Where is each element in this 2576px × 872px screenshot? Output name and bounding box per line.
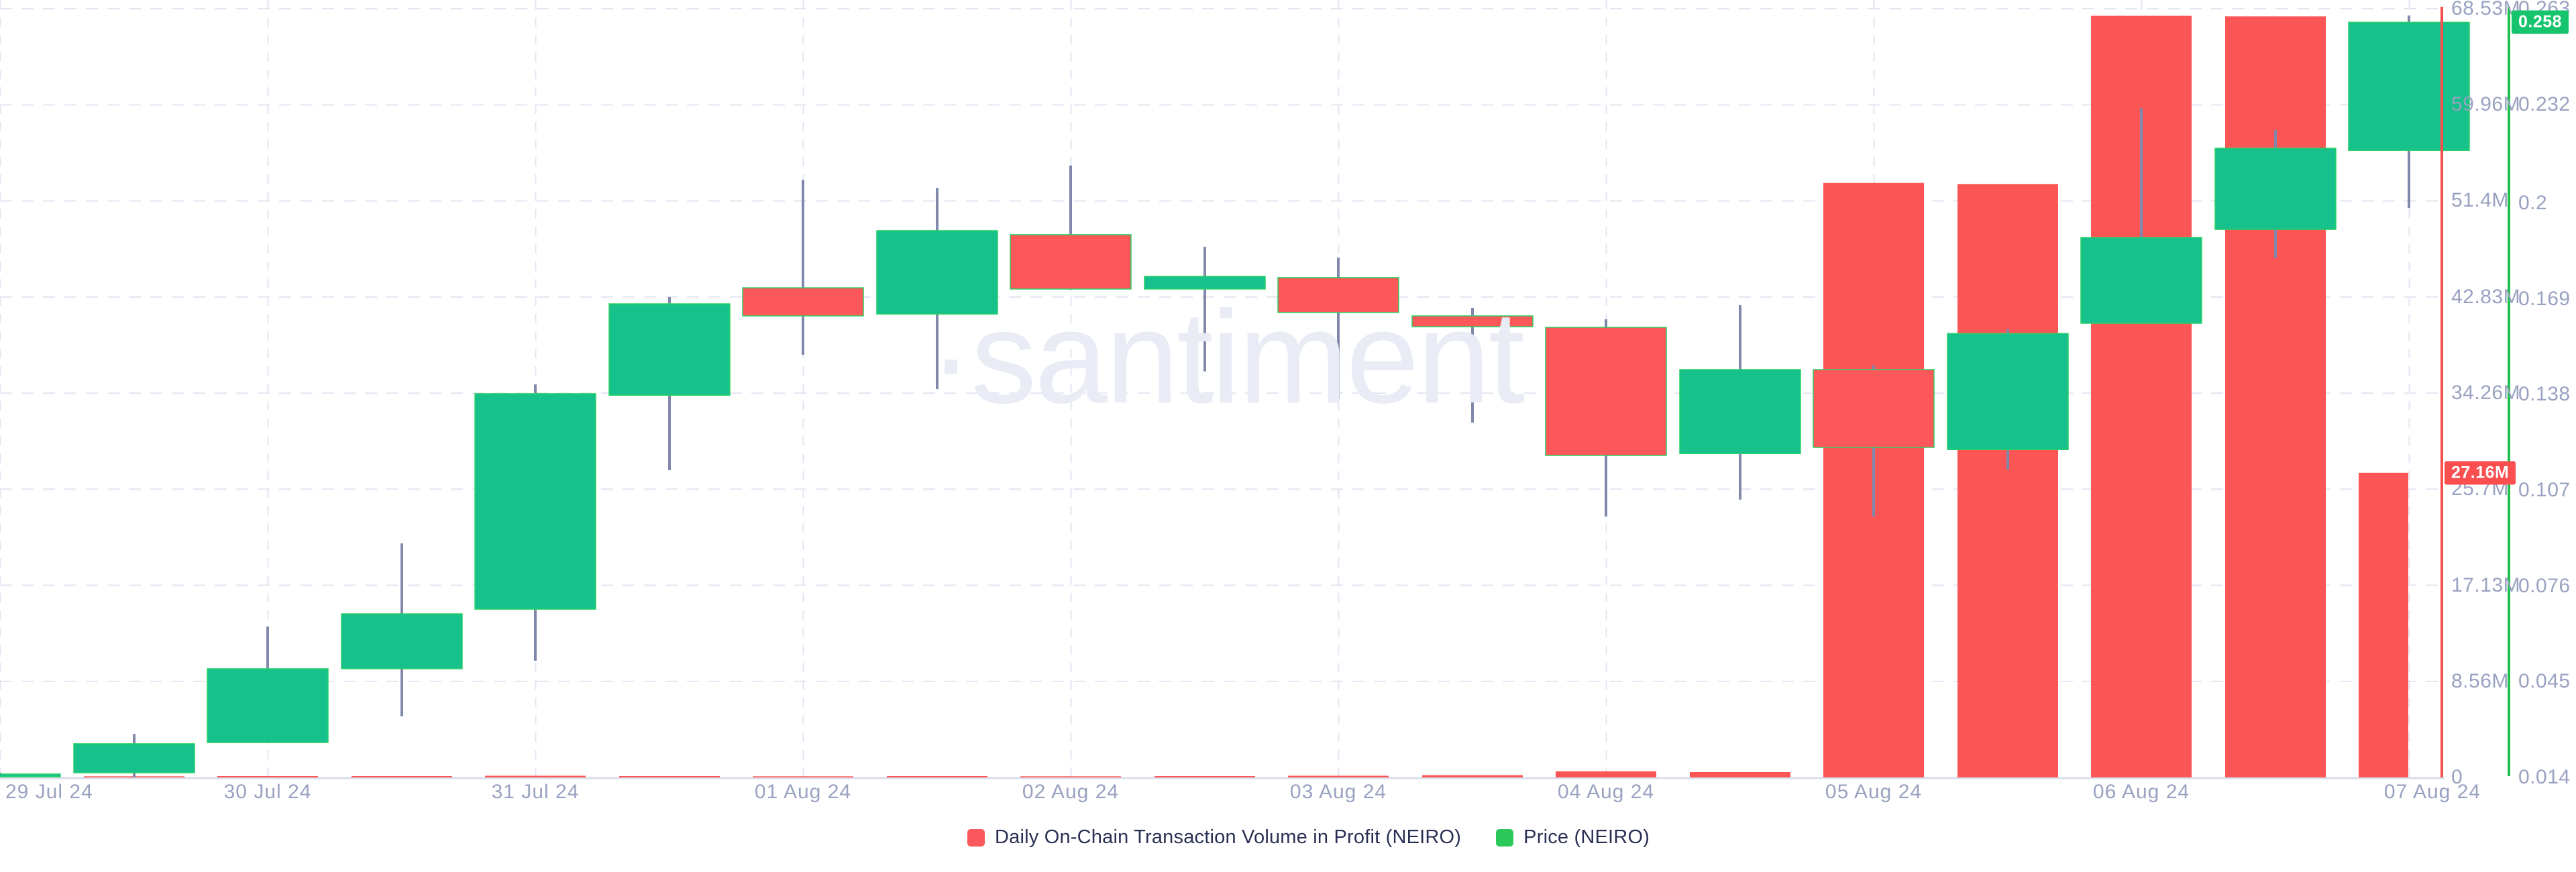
volume-axis-label: 0 bbox=[2451, 766, 2463, 788]
candle-body-down[interactable] bbox=[1277, 277, 1399, 313]
candle-body-up[interactable] bbox=[2348, 21, 2470, 152]
price-axis-label: 0.232 bbox=[2518, 93, 2571, 115]
volume-bar[interactable] bbox=[485, 775, 586, 777]
candle-body-up[interactable] bbox=[0, 773, 61, 777]
candle-body-up[interactable] bbox=[2214, 148, 2337, 230]
volume-axis-label: 34.26M bbox=[2451, 382, 2521, 404]
price-axis-label: 0.076 bbox=[2518, 574, 2571, 597]
date-label: 01 Aug 24 bbox=[754, 781, 852, 803]
price-axis-label: 0.169 bbox=[2518, 287, 2571, 310]
volume-bar[interactable] bbox=[1288, 775, 1389, 777]
volume-bar[interactable] bbox=[1422, 775, 1523, 777]
price-axis-label: 0.045 bbox=[2518, 670, 2571, 693]
date-label: 03 Aug 24 bbox=[1289, 781, 1387, 803]
date-label: 31 Jul 24 bbox=[491, 781, 580, 803]
candle-body-up[interactable] bbox=[474, 393, 596, 610]
volume-bar[interactable] bbox=[753, 776, 853, 777]
candle-body-down[interactable] bbox=[1545, 327, 1667, 456]
chart-legend: Daily On-Chain Transaction Volume in Pro… bbox=[967, 826, 1650, 849]
volume-bar[interactable] bbox=[1155, 775, 1255, 777]
candle-body-down[interactable] bbox=[1813, 369, 1935, 448]
candle-body-up[interactable] bbox=[876, 230, 998, 315]
candle-body-up[interactable] bbox=[1947, 333, 2069, 450]
candle-body-up[interactable] bbox=[1679, 369, 1801, 454]
volume-bar[interactable] bbox=[887, 775, 987, 777]
candle-body-up[interactable] bbox=[2080, 237, 2202, 324]
candle-body-down[interactable] bbox=[742, 287, 864, 317]
santiment-watermark: ·santiment bbox=[929, 284, 1525, 431]
volume-bar[interactable] bbox=[619, 775, 720, 777]
volume-axis-label: 51.4M bbox=[2451, 189, 2509, 212]
price-axis-label: 0.014 bbox=[2518, 766, 2571, 788]
volume-axis-label: 42.83M bbox=[2451, 285, 2521, 308]
price-axis-label: 0.107 bbox=[2518, 478, 2571, 501]
price-axis-label: 0.2 bbox=[2518, 191, 2548, 214]
volume-bar[interactable] bbox=[1556, 771, 1656, 777]
legend-item-volume[interactable]: Daily On-Chain Transaction Volume in Pro… bbox=[967, 826, 1461, 849]
date-label: 02 Aug 24 bbox=[1022, 781, 1120, 803]
volume-bar[interactable] bbox=[352, 775, 452, 777]
candle-body-up[interactable] bbox=[608, 303, 731, 396]
legend-item-price-label: Price (NEIRO) bbox=[1523, 826, 1650, 848]
volume-bar[interactable] bbox=[1957, 184, 2058, 778]
candle-body-down[interactable] bbox=[1411, 315, 1534, 327]
date-label: 05 Aug 24 bbox=[1825, 781, 1923, 803]
legend-item-volume-label: Daily On-Chain Transaction Volume in Pro… bbox=[995, 826, 1462, 848]
price-series-swatch-icon bbox=[1496, 828, 1514, 847]
volume-bar[interactable] bbox=[1020, 776, 1121, 777]
candle-body-up[interactable] bbox=[73, 743, 195, 773]
date-label: 30 Jul 24 bbox=[223, 781, 312, 803]
volume-bar[interactable] bbox=[217, 775, 318, 777]
price-axis-label: 0.138 bbox=[2518, 383, 2571, 406]
date-label: 29 Jul 24 bbox=[5, 781, 93, 803]
legend-item-price[interactable]: Price (NEIRO) bbox=[1496, 826, 1650, 849]
candle-body-up[interactable] bbox=[341, 613, 463, 669]
date-label: 07 Aug 24 bbox=[2383, 781, 2481, 803]
volume-series-swatch-icon bbox=[967, 828, 985, 847]
date-label: 04 Aug 24 bbox=[1557, 781, 1655, 803]
volume-axis-label: 59.96M bbox=[2451, 93, 2521, 116]
current-volume-badge: 27.16M bbox=[2445, 461, 2516, 485]
candle-body-up[interactable] bbox=[1144, 276, 1266, 290]
volume-axis-label: 17.13M bbox=[2451, 574, 2521, 596]
candle-body-down[interactable] bbox=[1010, 234, 1132, 290]
date-label: 06 Aug 24 bbox=[2092, 781, 2190, 803]
volume-axis-label: 68.53M bbox=[2451, 0, 2521, 19]
volume-axis-label: 8.56M bbox=[2451, 669, 2509, 692]
volume-bar[interactable] bbox=[1690, 771, 1790, 777]
volume-bar[interactable] bbox=[2359, 472, 2408, 777]
current-price-badge: 0.258 bbox=[2512, 10, 2569, 34]
candle-body-up[interactable] bbox=[207, 668, 329, 743]
